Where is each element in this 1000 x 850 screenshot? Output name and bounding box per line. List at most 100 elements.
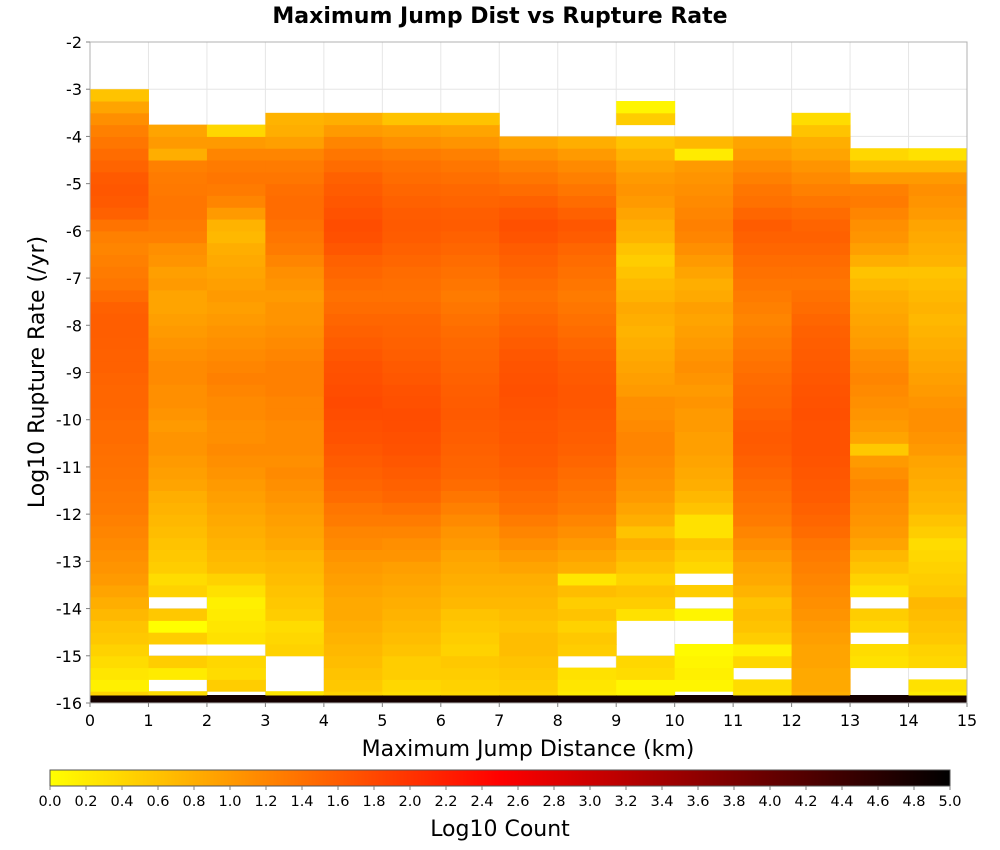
- colorbar-tick-label: 4.2: [794, 794, 817, 810]
- heatmap-cell: [382, 124, 442, 137]
- heatmap-cell: [557, 691, 617, 696]
- heatmap-cell: [499, 136, 559, 149]
- heatmap-cell: [440, 136, 500, 149]
- heatmap-cell: [440, 207, 500, 220]
- colorbar-tick-label: 3.8: [722, 794, 745, 810]
- heatmap-cell: [733, 407, 793, 421]
- heatmap-cell: [148, 667, 208, 680]
- y-tick-label: -6: [66, 222, 82, 241]
- heatmap-cell: [382, 207, 442, 220]
- heatmap-cell: [323, 608, 383, 621]
- heatmap-cell: [791, 608, 851, 621]
- heatmap-cell: [206, 431, 266, 444]
- heatmap-cell: [206, 455, 266, 468]
- heatmap-cell: [616, 207, 676, 220]
- heatmap-cell: [674, 289, 734, 303]
- heatmap-cell: [908, 691, 968, 696]
- heatmap-cell: [674, 643, 734, 657]
- heatmap-cell: [265, 278, 325, 291]
- heatmap-cell: [850, 183, 910, 196]
- heatmap-cell: [616, 360, 676, 373]
- heatmap-cell: [323, 337, 383, 350]
- heatmap-cell: [908, 573, 968, 586]
- heatmap-cell: [148, 691, 208, 696]
- y-tick-label: -9: [66, 364, 82, 383]
- heatmap-cell: [616, 478, 676, 492]
- heatmap-cell: [557, 419, 617, 433]
- heatmap-cell: [206, 278, 266, 291]
- heatmap-cell: [908, 443, 968, 456]
- heatmap-cell: [674, 242, 734, 255]
- heatmap-cell: [206, 183, 266, 196]
- heatmap-cell: [265, 525, 325, 539]
- heatmap-cell: [206, 525, 266, 539]
- heatmap-cell: [791, 419, 851, 433]
- heatmap-cell: [791, 325, 851, 338]
- heatmap-cell: [90, 101, 149, 114]
- heatmap-cell: [557, 632, 617, 645]
- heatmap-cell: [323, 632, 383, 645]
- heatmap-cell: [557, 148, 617, 161]
- heatmap-cell: [616, 584, 676, 598]
- heatmap-cell: [265, 419, 325, 433]
- heatmap-cell: [90, 455, 149, 468]
- heatmap-cell: [206, 124, 266, 137]
- heatmap-cell: [323, 278, 383, 291]
- heatmap-cell: [323, 549, 383, 562]
- heatmap-cell: [908, 537, 968, 551]
- heatmap-cell: [206, 384, 266, 397]
- heatmap-cell: [499, 289, 559, 303]
- heatmap-cell: [674, 301, 734, 314]
- heatmap-cell: [850, 514, 910, 527]
- heatmap-cell: [206, 230, 266, 244]
- heatmap-cell: [206, 313, 266, 326]
- heatmap-cell: [90, 384, 149, 397]
- heatmap-cell: [791, 679, 851, 692]
- heatmap-cell: [850, 148, 910, 161]
- heatmap-cell: [557, 561, 617, 574]
- heatmap-cell: [908, 219, 968, 232]
- heatmap-cell: [674, 396, 734, 409]
- heatmap-cell: [265, 242, 325, 255]
- heatmap-cell: [382, 525, 442, 539]
- heatmap-cell: [148, 219, 208, 232]
- heatmap-cell: [499, 584, 559, 598]
- heatmap-cell: [90, 266, 149, 279]
- colorbar-tick-label: 1.2: [254, 794, 277, 810]
- heatmap-cell: [791, 502, 851, 515]
- heatmap-cell: [499, 183, 559, 196]
- heatmap-cell: [674, 466, 734, 480]
- heatmap-cell: [908, 525, 968, 539]
- heatmap-cell: [90, 89, 149, 102]
- heatmap-cell: [908, 466, 968, 480]
- heatmap-cell: [440, 655, 500, 669]
- heatmap-cell: [908, 596, 968, 610]
- x-tick-label: 9: [611, 711, 621, 730]
- heatmap-cell: [850, 360, 910, 373]
- heatmap-cell: [908, 431, 968, 444]
- heatmap-cell: [908, 242, 968, 255]
- heatmap-cell: [148, 561, 208, 574]
- heatmap-cell: [323, 502, 383, 515]
- heatmap-cell: [850, 502, 910, 515]
- heatmap-cell: [206, 360, 266, 373]
- heatmap-cell: [265, 124, 325, 137]
- heatmap-cell: [323, 525, 383, 539]
- heatmap-cell: [148, 384, 208, 397]
- heatmap-cell: [148, 325, 208, 338]
- heatmap-cell: [616, 254, 676, 267]
- heatmap-cell: [908, 195, 968, 208]
- heatmap-cell: [148, 136, 208, 149]
- heatmap-cell: [382, 254, 442, 267]
- heatmap-cell: [850, 207, 910, 220]
- heatmap-cell: [791, 396, 851, 409]
- heatmap-cell: [206, 148, 266, 161]
- heatmap-cell: [382, 372, 442, 385]
- heatmap-cell: [908, 207, 968, 220]
- heatmap-cell: [499, 407, 559, 421]
- heatmap-cell: [206, 514, 266, 527]
- heatmap-cell: [323, 219, 383, 232]
- heatmap-cell: [908, 348, 968, 362]
- heatmap-cell: [323, 301, 383, 314]
- heatmap-cell: [148, 608, 208, 621]
